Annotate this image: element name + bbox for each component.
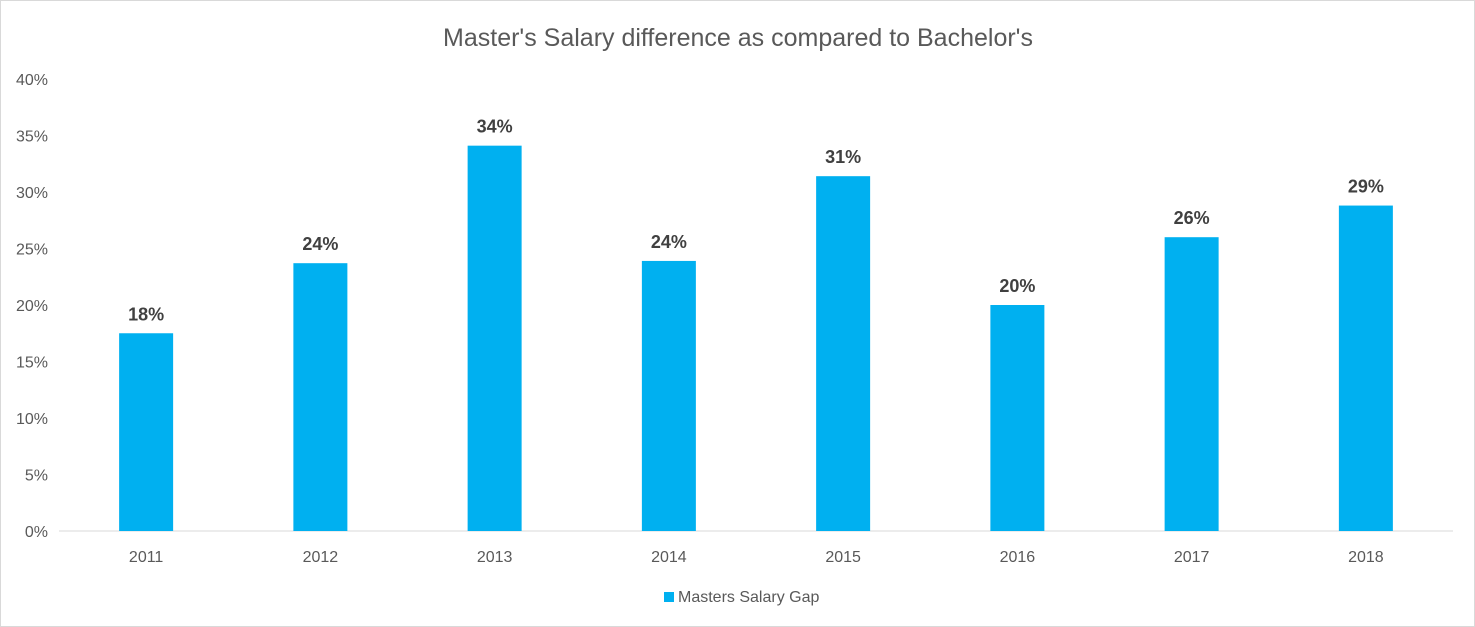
x-axis: 2011 2012 2013 2014 2015 2016 2017 2018 bbox=[129, 549, 1384, 566]
bar bbox=[1338, 205, 1393, 531]
x-tick-label: 2018 bbox=[1348, 549, 1384, 566]
bar bbox=[1164, 237, 1219, 531]
x-tick-label: 2013 bbox=[477, 549, 513, 566]
x-tick-label: 2012 bbox=[303, 549, 339, 566]
data-label: 31% bbox=[825, 147, 861, 167]
chart-title: Master's Salary difference as compared t… bbox=[443, 24, 1033, 52]
y-tick-label: 30% bbox=[16, 185, 48, 202]
legend-label: Masters Salary Gap bbox=[678, 589, 819, 606]
x-tick-label: 2017 bbox=[1174, 549, 1210, 566]
x-tick-label: 2014 bbox=[651, 549, 687, 566]
y-tick-label: 20% bbox=[16, 298, 48, 315]
bar bbox=[990, 305, 1045, 531]
data-label: 20% bbox=[999, 276, 1035, 296]
data-label: 24% bbox=[302, 234, 338, 254]
bar bbox=[119, 333, 174, 531]
y-axis: 0% 5% 10% 15% 20% 25% 30% 35% 40% bbox=[16, 72, 48, 541]
y-tick-label: 25% bbox=[16, 242, 48, 259]
legend-swatch bbox=[664, 592, 674, 602]
data-label: 26% bbox=[1174, 208, 1210, 228]
data-label: 34% bbox=[477, 117, 513, 137]
x-tick-label: 2016 bbox=[1000, 549, 1036, 566]
bar bbox=[467, 145, 522, 532]
data-labels-group: 18% 24% 34% 24% 31% 20% 26% 29% bbox=[128, 117, 1384, 325]
y-tick-label: 35% bbox=[16, 129, 48, 146]
x-tick-label: 2011 bbox=[129, 549, 164, 566]
bar bbox=[293, 263, 348, 531]
legend: Masters Salary Gap bbox=[664, 589, 819, 606]
x-tick-label: 2015 bbox=[825, 549, 861, 566]
data-label: 18% bbox=[128, 304, 164, 324]
y-tick-label: 40% bbox=[16, 72, 48, 89]
y-tick-label: 10% bbox=[16, 411, 48, 428]
y-tick-label: 5% bbox=[25, 468, 48, 485]
data-label: 29% bbox=[1348, 177, 1384, 197]
y-tick-label: 0% bbox=[25, 524, 48, 541]
bar bbox=[641, 260, 696, 531]
y-tick-label: 15% bbox=[16, 355, 48, 372]
bar bbox=[816, 176, 871, 531]
bars-group bbox=[119, 145, 1393, 532]
data-label: 24% bbox=[651, 232, 687, 252]
